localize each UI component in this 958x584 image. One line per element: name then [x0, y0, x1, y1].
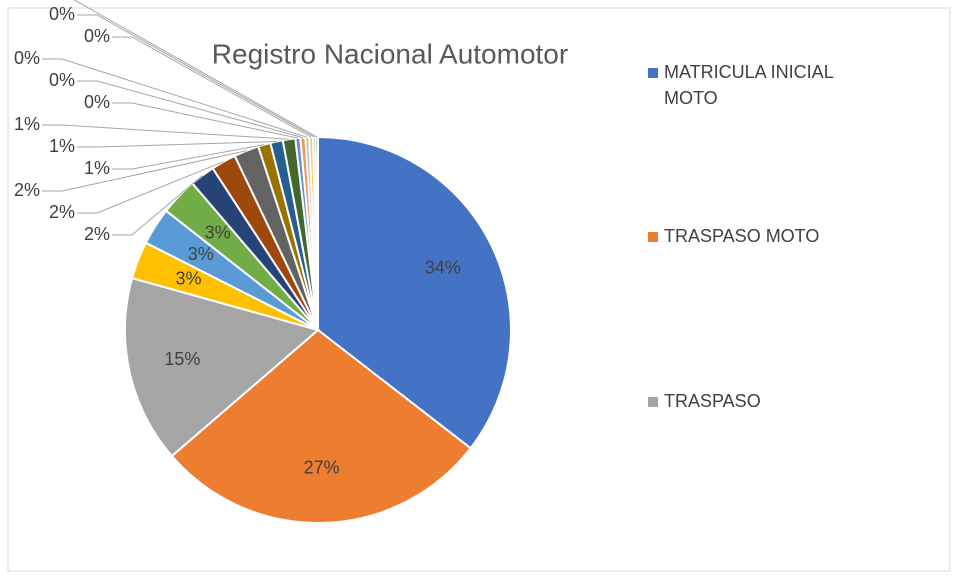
legend-swatch [648, 232, 658, 242]
leader-line [77, 161, 224, 214]
leader-line [42, 124, 290, 140]
legend-label: TRASPASO MOTO [664, 226, 819, 246]
data-label: 27% [304, 458, 340, 478]
leader-line [73, 0, 317, 138]
data-label: 0% [14, 48, 40, 68]
data-label: 1% [84, 158, 110, 178]
data-label: 0% [84, 26, 110, 46]
legend-swatch [648, 397, 658, 407]
data-label: 3% [188, 244, 214, 264]
leader-line [77, 14, 315, 138]
pie-slice [317, 135, 512, 450]
leader-line [77, 80, 303, 139]
pie-slice [124, 276, 321, 458]
legend-swatch [648, 68, 658, 78]
data-label: 1% [49, 136, 75, 156]
data-label: 34% [425, 258, 461, 278]
data-label: 2% [84, 224, 110, 244]
leader-line [112, 102, 298, 139]
leader-line [112, 175, 203, 236]
data-label: 15% [164, 349, 200, 369]
data-label: 0% [84, 92, 110, 112]
legend-label: MATRICULA INICIAL MOTO [664, 62, 834, 108]
leader-line [77, 141, 277, 148]
data-label: 1% [14, 114, 40, 134]
data-label: 2% [49, 202, 75, 222]
chart-title: Registro Nacional Automotor [212, 38, 568, 69]
leader-line [112, 36, 312, 138]
data-label: 2% [14, 180, 40, 200]
data-label: 3% [205, 223, 231, 243]
data-label: 0% [49, 4, 75, 24]
leader-line [42, 150, 247, 192]
legend-label: TRASPASO [664, 391, 761, 411]
data-label: 0% [14, 0, 40, 2]
leader-line [112, 144, 265, 170]
data-label: 0% [49, 70, 75, 90]
data-label: 3% [175, 268, 201, 288]
leader-line [42, 58, 308, 138]
pie-slice [170, 328, 472, 524]
